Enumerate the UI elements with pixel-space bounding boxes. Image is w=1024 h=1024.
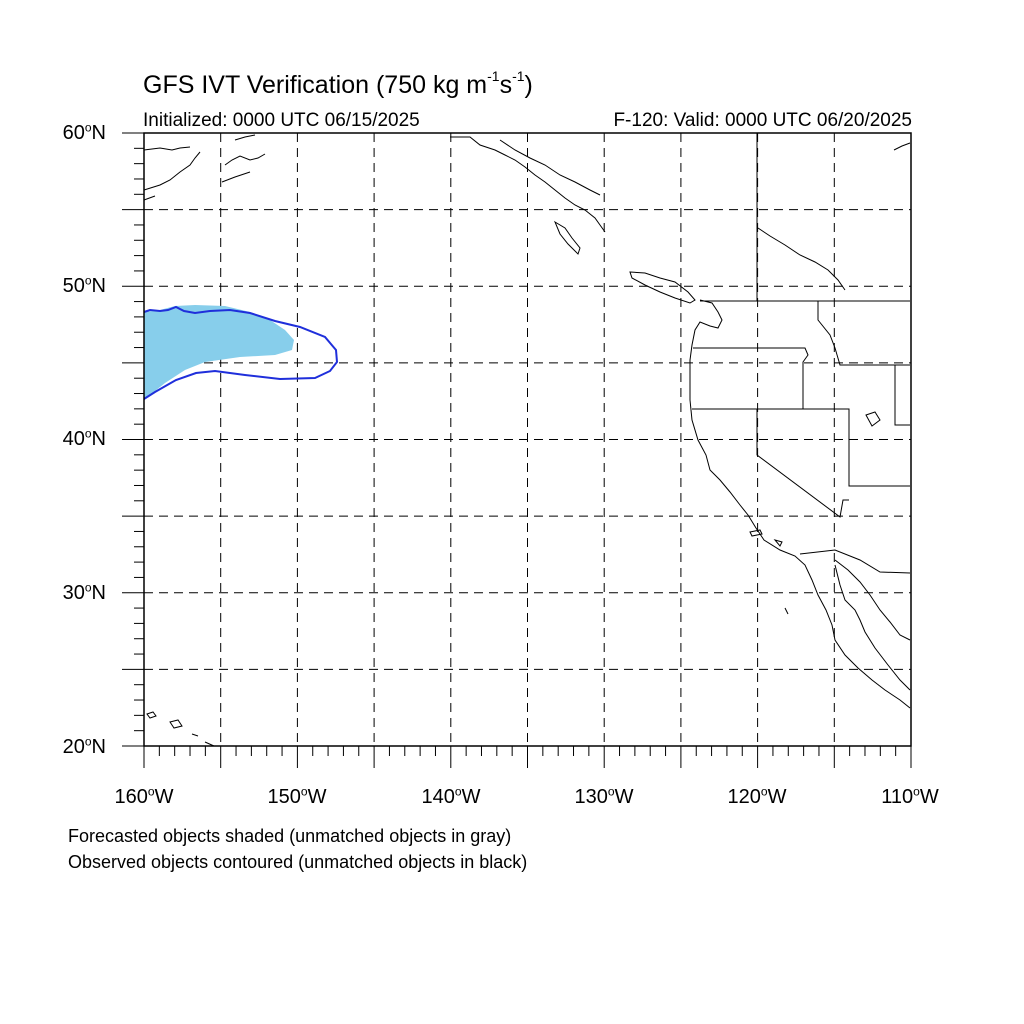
graticule [144, 133, 911, 746]
lon-label-150w: 150oW [267, 784, 327, 808]
valid-label: F-120: Valid: 0000 UTC 06/20/2025 [613, 110, 912, 131]
forecast-object-fill [144, 305, 294, 398]
initialized-label: Initialized: 0000 UTC 06/15/2025 [143, 110, 420, 131]
chart-title: GFS IVT Verification (750 kg m-1s-1) [143, 67, 533, 99]
lat-label-50n: 50oN [62, 273, 106, 297]
observed-object-contour [143, 305, 339, 400]
lat-label-20n: 20oN [62, 734, 106, 758]
map-frame [143, 132, 912, 747]
lat-label-40n: 40oN [62, 426, 106, 450]
lon-label-110w: 110oW [881, 784, 939, 808]
lon-label-140w: 140oW [421, 784, 481, 808]
lat-label-60n: 60oN [62, 120, 106, 144]
legend-note-observed: Observed objects contoured (unmatched ob… [68, 852, 528, 872]
lat-label-30n: 30oN [62, 580, 106, 604]
lon-label-120w: 120oW [727, 784, 787, 808]
political-borders [692, 133, 911, 574]
coastlines [143, 134, 911, 747]
lon-label-130w: 130oW [574, 784, 634, 808]
axis-ticks [122, 132, 912, 768]
legend-note-forecast: Forecasted objects shaded (unmatched obj… [68, 826, 512, 846]
lon-label-160w: 160oW [114, 784, 174, 808]
